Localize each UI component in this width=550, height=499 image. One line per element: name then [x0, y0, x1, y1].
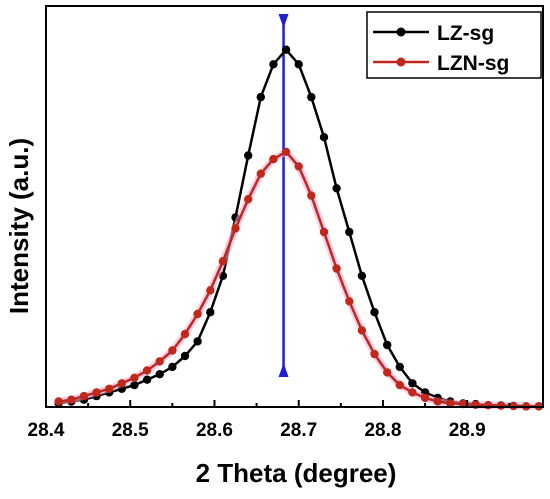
x-tick-label: 28.9 — [449, 420, 486, 441]
x-tick-label: 28.6 — [196, 420, 233, 441]
x-tick-label: 28.4 — [28, 420, 65, 441]
series-1-point — [357, 326, 367, 335]
series-1-point — [79, 391, 89, 401]
series-1-point — [370, 349, 379, 359]
series-0-point — [130, 380, 139, 390]
series-1-point — [67, 395, 76, 404]
series-1-point — [509, 401, 518, 411]
series-1-point — [142, 366, 152, 375]
series-1-point — [256, 169, 265, 178]
series-0-point — [168, 362, 177, 372]
series-1-point — [294, 162, 303, 171]
series-1-point — [206, 286, 215, 295]
series-0-point — [408, 379, 417, 388]
legend-label-0: LZ-sg — [437, 22, 494, 45]
series-0-point — [281, 45, 291, 54]
series-1-point — [281, 147, 291, 156]
series-0-point — [180, 351, 190, 361]
series-0-point — [332, 184, 341, 193]
legend-marker-1 — [396, 57, 406, 67]
series-0-point — [345, 227, 354, 237]
series-0-point — [193, 337, 202, 346]
plot-frame — [45, 5, 544, 408]
series-0-point — [383, 340, 392, 350]
series-1-glow — [58, 148, 539, 410]
series-1-point — [484, 401, 493, 410]
x-tick-label: 28.8 — [364, 420, 401, 441]
legend-marker-0 — [396, 27, 406, 37]
series-1-point — [345, 297, 354, 306]
series-1-point — [395, 380, 404, 390]
series-1-point — [231, 224, 240, 233]
series-0-point — [395, 362, 404, 372]
series-1-point — [168, 346, 177, 355]
series-1-point — [420, 393, 430, 403]
series-1-point — [408, 388, 417, 397]
series-group — [54, 45, 543, 411]
series-1-point — [218, 257, 228, 266]
series-0-point — [269, 60, 278, 69]
series-0-point — [357, 271, 367, 280]
series-1-point — [383, 368, 392, 377]
reference-line-group — [278, 14, 289, 377]
series-1-point — [193, 309, 202, 319]
reference-arrow-top — [278, 14, 289, 28]
legend: LZ-sg LZN-sg — [366, 11, 542, 79]
series-1-point — [180, 329, 190, 339]
series-0-point — [155, 370, 164, 379]
reference-arrow-bottom — [278, 363, 289, 377]
y-axis-label: Intensity (a.u.) — [4, 138, 34, 314]
series-0-point — [206, 308, 215, 317]
series-1-point — [244, 195, 253, 204]
series-1-point — [307, 191, 316, 200]
series-1-point — [105, 384, 114, 393]
series-0-point — [256, 92, 265, 102]
series-1-point — [332, 264, 341, 273]
series-1-point — [446, 399, 455, 408]
series-1-point — [54, 397, 63, 406]
series-1-point — [155, 357, 164, 366]
series-0-point — [294, 60, 303, 69]
series-1-line — [58, 150, 539, 408]
series-1-point — [496, 401, 506, 410]
x-tick-label: 28.5 — [112, 420, 149, 441]
series-1-point — [433, 397, 442, 406]
series-0-line — [58, 48, 539, 408]
series-1-point — [130, 373, 139, 382]
series-1-point — [269, 154, 278, 164]
series-1-point — [92, 388, 101, 397]
series-1-point — [319, 227, 329, 237]
series-1-point — [117, 379, 127, 388]
x-tick-label: 28.7 — [280, 420, 317, 441]
series-0-point — [142, 375, 152, 384]
axes-group: 28.4 28.5 28.6 28.7 28.8 28.9 — [28, 5, 544, 441]
series-0-point — [244, 151, 253, 160]
legend-box — [366, 11, 542, 79]
legend-label-1: LZN-sg — [437, 52, 509, 75]
series-0-point — [319, 133, 329, 142]
series-0-point — [370, 308, 379, 317]
series-0-point — [307, 92, 316, 102]
x-axis-label: 2 Theta (degree) — [196, 458, 397, 488]
